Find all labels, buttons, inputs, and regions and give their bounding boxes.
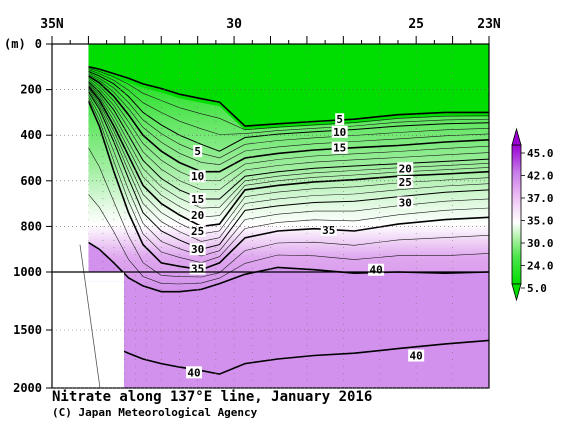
contour-label-bg-8 bbox=[331, 125, 348, 138]
colorbar-bottom-arrow bbox=[511, 283, 522, 302]
y-tick-label-1000: 1000 bbox=[13, 265, 42, 279]
y-axis: (m) 0 200 400 600 800 1000 1500 2000 bbox=[4, 37, 489, 395]
colorbar-label-4: 30.0 bbox=[527, 237, 554, 250]
contour-label-5: 30 bbox=[191, 243, 204, 256]
y-tick-label-800: 800 bbox=[20, 219, 42, 233]
contour-label-3: 20 bbox=[191, 209, 204, 222]
contour-label-0: 5 bbox=[194, 145, 201, 158]
contour-label-bg-9 bbox=[331, 141, 348, 154]
contour-label-bg-0 bbox=[193, 145, 203, 158]
y-tick-label-400: 400 bbox=[20, 128, 42, 142]
contour-label-bg-14 bbox=[368, 263, 385, 276]
fill-low-nitrate bbox=[88, 44, 489, 131]
contour-35-6 bbox=[87, 100, 489, 271]
contour-minor-0-0 bbox=[88, 68, 489, 131]
y-tick-label-2000: 2000 bbox=[13, 381, 42, 395]
contour-minor-1-1 bbox=[88, 74, 489, 166]
contour-minor-0-1 bbox=[88, 69, 489, 135]
land-lower bbox=[52, 281, 124, 388]
land-upper bbox=[52, 44, 89, 272]
colorbar-label-1: 42.0 bbox=[527, 170, 554, 183]
contour-minor-3-0 bbox=[88, 82, 489, 209]
x-tick-label-2: 25 bbox=[408, 17, 424, 32]
colorbar-label-2: 37.0 bbox=[527, 192, 554, 205]
contour-25-4 bbox=[87, 85, 489, 228]
contour-label-2: 15 bbox=[191, 193, 204, 206]
contour-label-1: 10 bbox=[191, 170, 204, 183]
contour-10-1 bbox=[88, 70, 489, 152]
y-tick-label-1500: 1500 bbox=[13, 323, 42, 337]
y-tick-label-200: 200 bbox=[20, 83, 42, 97]
contour-20-3 bbox=[88, 81, 489, 200]
land-mask bbox=[52, 44, 124, 389]
y-tick-label-0: 0 bbox=[35, 37, 42, 51]
x-tick-label-3: 23N bbox=[477, 17, 501, 32]
contour-minor-6-1 bbox=[88, 194, 489, 285]
colorbar-gradient bbox=[511, 144, 522, 285]
contour-label-6: 35 bbox=[191, 263, 204, 276]
contour-label-9: 15 bbox=[333, 142, 346, 155]
colorbar-label-6: 5.0 bbox=[527, 282, 547, 295]
colorbar: 45.0 42.0 37.0 35.0 30.0 24.0 5.0 bbox=[511, 127, 554, 302]
contour-minor-4-0 bbox=[88, 87, 489, 235]
x-tick-label-0: 35N bbox=[40, 17, 64, 32]
y-tick-label-600: 600 bbox=[20, 174, 42, 188]
contour-label-15: 40 bbox=[410, 350, 423, 363]
contour-label-bg-5 bbox=[189, 243, 206, 256]
x-axis: 35N 30 25 23N bbox=[40, 17, 501, 44]
contour-label-8: 10 bbox=[333, 126, 346, 139]
y-axis-label: (m) bbox=[4, 37, 26, 51]
contour-label-16: 40 bbox=[187, 366, 200, 379]
contour-label-bg-4 bbox=[189, 224, 206, 237]
contour-minor-2-0 bbox=[88, 77, 489, 181]
contour-label-bg-15 bbox=[408, 349, 425, 362]
contour-minor-6-0 bbox=[88, 147, 489, 278]
bottom-slope-line bbox=[79, 244, 101, 389]
x-tick-label-1: 30 bbox=[226, 17, 242, 32]
contour-label-bg-13 bbox=[320, 223, 337, 236]
contour-label-4: 25 bbox=[191, 225, 204, 238]
contour-label-bg-2 bbox=[189, 193, 206, 206]
contour-minor-4-1 bbox=[88, 89, 489, 242]
contour-label-bg-16 bbox=[186, 366, 203, 379]
colorbar-label-0: 45.0 bbox=[527, 147, 554, 160]
contour-minor-5-0 bbox=[88, 94, 489, 257]
contour-minor-1-0 bbox=[88, 72, 489, 159]
contour-label-7: 5 bbox=[336, 113, 343, 126]
contour-label-12: 30 bbox=[399, 196, 412, 209]
concentration-fill bbox=[88, 44, 489, 388]
contour-label-bg-7 bbox=[335, 113, 345, 126]
land-shelf bbox=[52, 272, 124, 282]
contour-label-13: 35 bbox=[322, 224, 335, 237]
contour-5-0 bbox=[88, 66, 489, 127]
colorbar-label-5: 24.0 bbox=[527, 260, 554, 273]
contour-label-bg-10 bbox=[397, 162, 414, 175]
contour-minor-2-1 bbox=[88, 79, 489, 190]
contour-minor-5-1 bbox=[88, 97, 489, 264]
contour-label-bg-3 bbox=[189, 209, 206, 221]
contour-lines bbox=[87, 66, 489, 375]
contour-label-14: 40 bbox=[369, 264, 382, 277]
contour-label-10: 20 bbox=[399, 162, 412, 175]
contour-label-bg-12 bbox=[397, 196, 414, 209]
contour-minor-3-1 bbox=[88, 84, 489, 218]
chart-credit: (C) Japan Meteorological Agency bbox=[52, 406, 258, 419]
contour-label-11: 25 bbox=[399, 176, 412, 189]
contour-label-bg-11 bbox=[397, 175, 414, 188]
chart-title: Nitrate along 137°E line, January 2016 bbox=[52, 389, 373, 405]
colorbar-top-arrow bbox=[511, 127, 522, 146]
contour-30-5 bbox=[87, 91, 489, 250]
contour-15-2 bbox=[87, 75, 489, 173]
colorbar-label-3: 35.0 bbox=[527, 215, 554, 228]
contour-label-bg-1 bbox=[189, 170, 206, 183]
